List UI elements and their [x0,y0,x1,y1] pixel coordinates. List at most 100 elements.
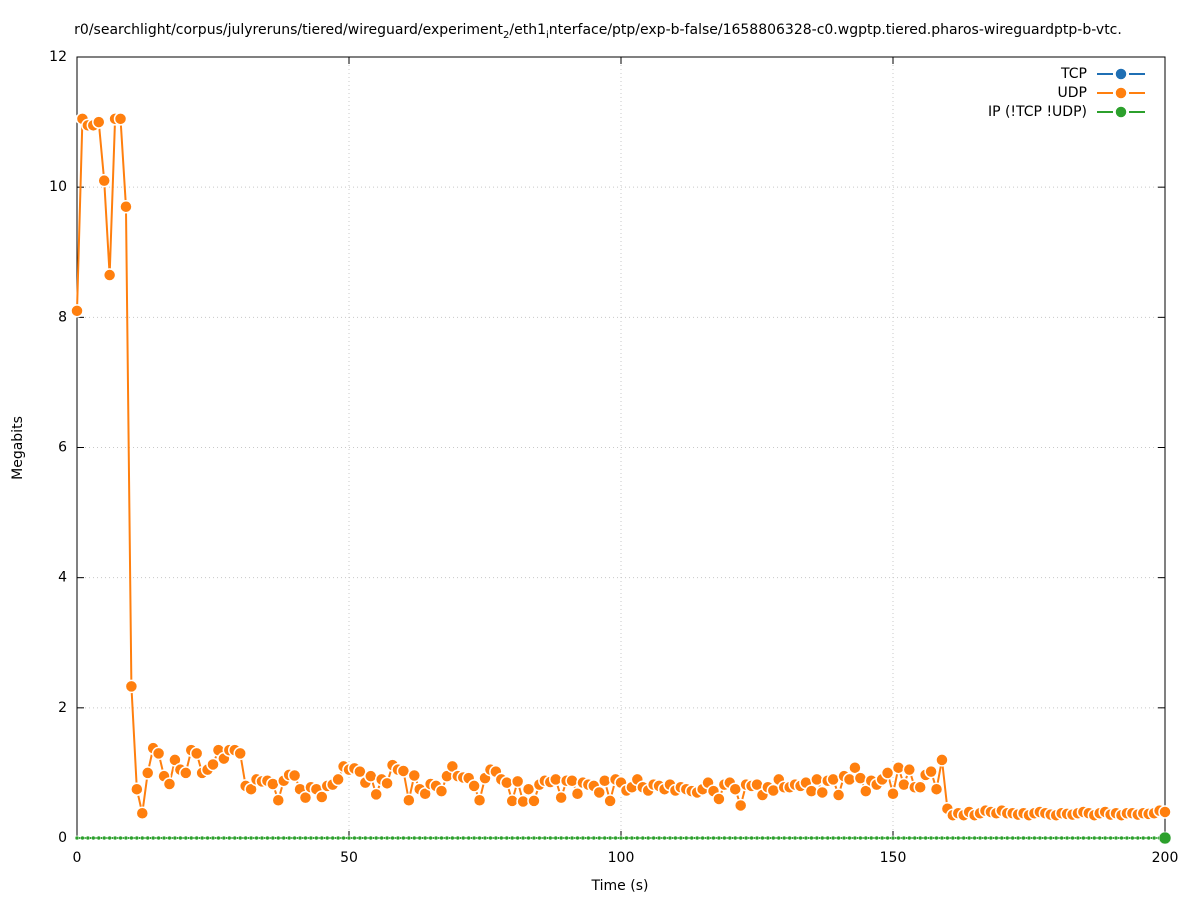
data-point [988,835,994,841]
y-tick-label: 8 [58,309,67,325]
data-point [101,835,107,841]
data-point [346,835,352,841]
data-point [727,835,733,841]
data-point [1086,835,1092,841]
title-sub: 2 [503,30,509,41]
data-point [810,772,824,787]
data-point [134,835,140,841]
data-point [694,835,700,841]
data-point [678,835,684,841]
x-tick-label: 50 [340,850,358,866]
legend-marker [1114,67,1128,81]
data-point [482,835,488,841]
data-point [732,835,738,841]
data-point [848,760,862,775]
data-point [97,173,111,188]
data-point [531,835,537,841]
data-point [667,835,673,841]
data-point [259,835,265,841]
data-point [645,835,651,841]
data-point [1070,835,1075,841]
data-point [662,835,667,841]
data-point [319,835,325,841]
data-point [592,785,606,800]
data-point [292,835,297,841]
data-point [172,835,178,841]
data-point [1064,835,1070,841]
data-point [80,835,85,841]
data-point [395,835,401,841]
data-point [199,835,205,841]
data-point [179,766,193,780]
data-point [591,835,597,841]
data-point [183,835,189,841]
data-point [596,835,602,841]
data-point [760,835,765,841]
data-point [656,835,662,841]
data-point [548,772,563,787]
y-tick-label: 12 [49,49,67,65]
data-point [651,835,656,841]
chart-title: r0/searchlight/corpus/julyreruns/tiered/… [74,22,1122,41]
data-point [428,835,433,841]
data-point [1026,835,1032,841]
data-point [1113,835,1119,841]
data-point [369,787,383,802]
data-point [711,835,716,841]
data-point [124,679,139,694]
data-point [897,777,911,792]
data-point [950,835,956,841]
data-point [902,762,917,777]
data-point [569,835,575,841]
data-point [520,835,526,841]
data-point [150,835,156,841]
data-point [140,766,155,780]
data-point [640,835,646,841]
data-point [70,304,84,318]
data-point [129,835,134,841]
data-point [934,835,939,841]
data-point [123,835,129,841]
y-tick-label: 6 [58,440,67,456]
data-point [749,835,754,841]
data-point [287,768,302,783]
data-point [271,793,286,808]
data-point [515,835,520,841]
data-point [433,835,439,841]
data-point [161,835,167,841]
data-point [743,835,749,841]
x-tick-label: 100 [608,850,635,866]
data-point [847,835,852,841]
data-point [1146,835,1151,841]
x-tick-label: 150 [880,850,907,866]
data-point [1102,835,1108,841]
title-part: /eth1 [509,22,546,38]
data-point [923,835,928,841]
data-point [924,764,938,779]
data-point [880,766,895,780]
data-point [74,835,80,841]
data-point [935,753,949,767]
data-point [509,835,515,841]
data-point [412,835,417,841]
data-point [977,835,983,841]
data-point [85,835,91,841]
data-point [890,835,896,841]
data-point [434,784,449,798]
y-tick-label: 4 [58,570,67,586]
data-point [471,835,477,841]
data-point [842,772,857,787]
data-point [542,835,548,841]
data-point [1037,835,1043,841]
y-axis-label: Megabits [10,416,26,480]
data-point [1135,835,1141,841]
series-line [76,116,1166,817]
data-point [635,835,640,841]
data-point [341,835,346,841]
data-point [444,835,450,841]
data-point [853,771,868,785]
data-point [804,784,819,798]
data-point [803,835,809,841]
data-point [281,835,286,841]
